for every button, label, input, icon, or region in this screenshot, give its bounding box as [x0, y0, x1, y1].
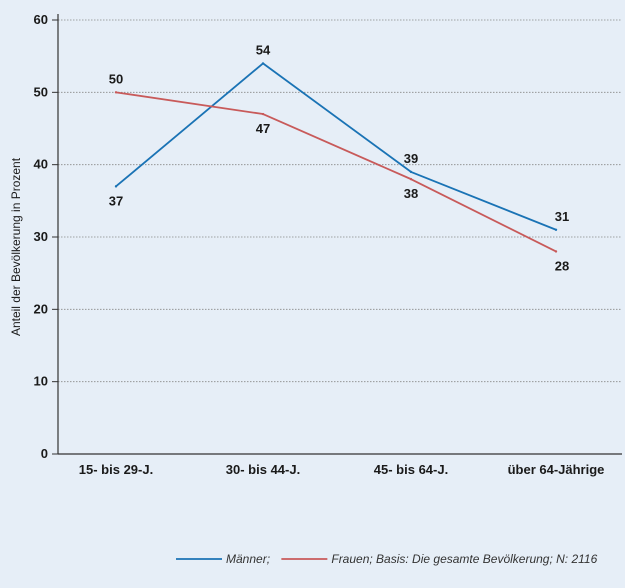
x-tick-label-0: 15- bis 29-J. — [79, 462, 153, 477]
y-tick-label-30: 30 — [34, 229, 48, 244]
data-label-männer-1: 54 — [256, 42, 271, 57]
x-tick-label-1: 30- bis 44-J. — [226, 462, 300, 477]
axes: 0 10 20 30 40 50 60 15- bis 29-J. 30- bis 44-J. 4… — [34, 12, 622, 477]
data-point-männer-2 — [409, 170, 413, 174]
data-label-frauen-2: 38 — [404, 186, 418, 201]
data-label-frauen-0: 50 — [109, 71, 123, 86]
data-point-frauen-2 — [409, 177, 413, 181]
data-point-männer-1 — [261, 62, 265, 65]
series-lines — [114, 62, 558, 253]
y-tick-label-20: 20 — [34, 301, 48, 316]
series-line-männer — [115, 62, 557, 231]
y-tick-label-40: 40 — [34, 157, 48, 172]
data-label-männer-0: 37 — [109, 193, 123, 208]
data-point-frauen-0 — [114, 91, 118, 94]
legend-label-männer: Männer; — [226, 552, 273, 566]
y-tick-label-60: 60 — [34, 12, 48, 27]
gridlines — [58, 19, 622, 383]
data-point-frauen-1 — [261, 112, 265, 116]
data-labels: 37 50 54 47 39 38 31 28 — [109, 42, 569, 273]
data-point-frauen-3 — [554, 250, 558, 253]
y-tick-label-50: 50 — [34, 84, 48, 99]
data-label-männer-3: 31 — [555, 209, 569, 224]
y-tick-label-10: 10 — [34, 374, 48, 389]
y-tick-label-0: 0 — [41, 446, 48, 461]
data-label-männer-2: 39 — [404, 151, 418, 166]
data-point-männer-3 — [554, 228, 558, 231]
series-line-frauen — [115, 91, 557, 253]
x-tick-label-3: über 64-Jährige — [508, 462, 605, 477]
x-tick-label-2: 45- bis 64-J. — [374, 462, 448, 477]
legend: Männer; Frauen; Basis: Die gesamte Bevöl… — [176, 552, 598, 566]
legend-label-frauen: Frauen; Basis: Die gesamte Bevölkerung; … — [331, 552, 597, 566]
y-axis-title: Anteil der Bevölkerung in Prozent — [9, 157, 23, 336]
data-point-männer-0 — [114, 185, 118, 188]
data-label-frauen-3: 28 — [555, 258, 569, 273]
data-label-frauen-1: 47 — [256, 121, 270, 136]
